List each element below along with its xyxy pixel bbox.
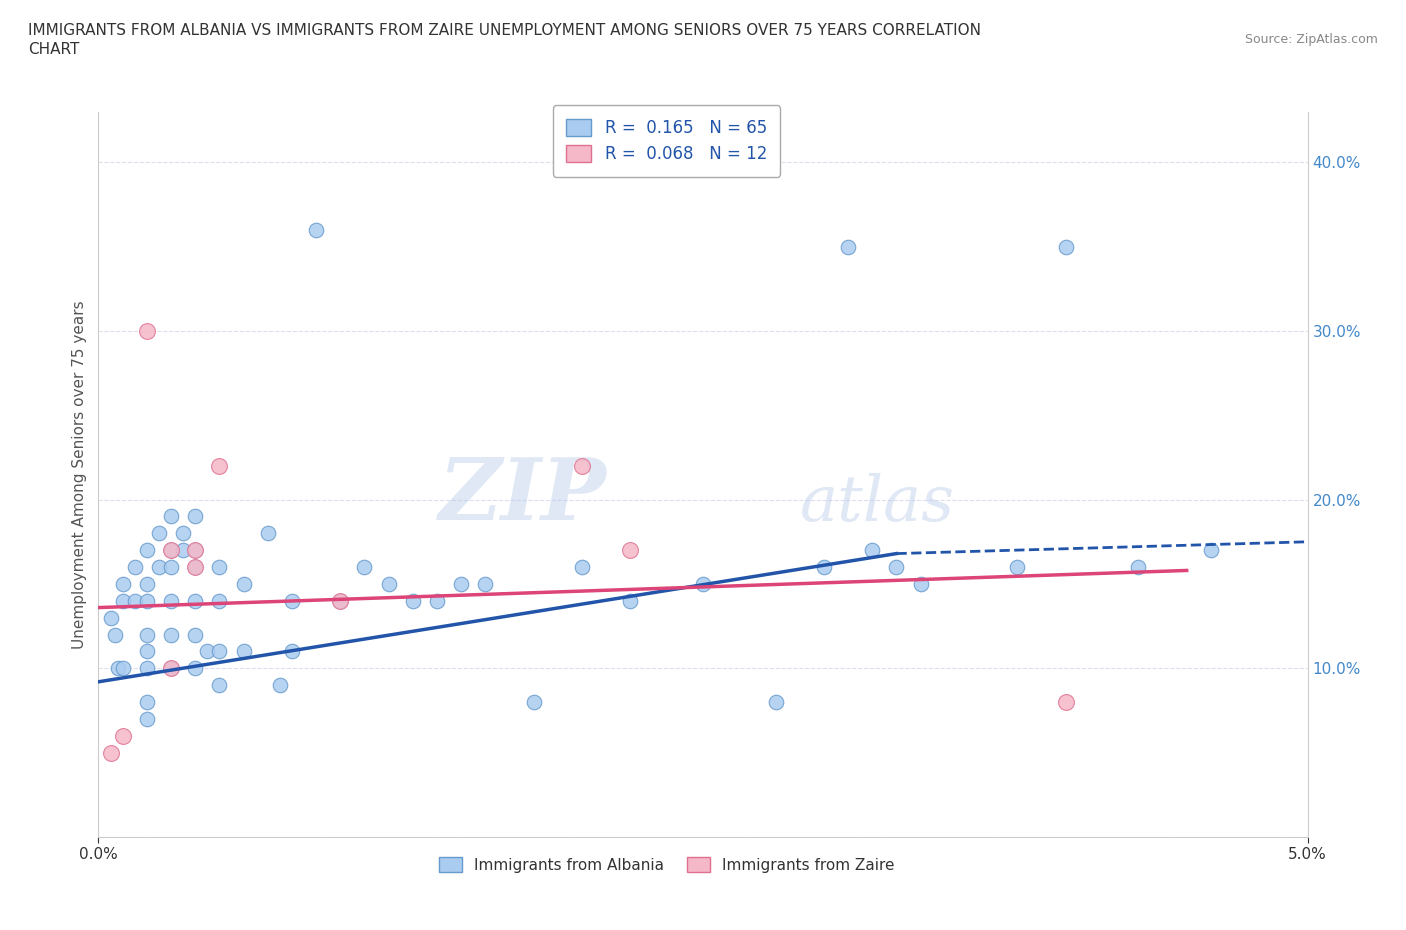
- Point: [402, 593, 425, 608]
- Point: [837, 239, 859, 254]
- Point: [860, 543, 883, 558]
- Point: [184, 661, 207, 676]
- Point: [474, 577, 496, 591]
- Point: [160, 593, 183, 608]
- Point: [1054, 239, 1077, 254]
- Point: [184, 560, 207, 575]
- Point: [107, 661, 129, 676]
- Point: [160, 543, 183, 558]
- Text: Source: ZipAtlas.com: Source: ZipAtlas.com: [1244, 33, 1378, 46]
- Point: [148, 560, 170, 575]
- Point: [135, 324, 157, 339]
- Point: [111, 593, 134, 608]
- Point: [692, 577, 714, 591]
- Point: [135, 695, 157, 710]
- Point: [1007, 560, 1029, 575]
- Point: [135, 577, 157, 591]
- Point: [1054, 695, 1077, 710]
- Point: [135, 627, 157, 642]
- Point: [208, 593, 231, 608]
- Point: [148, 525, 170, 540]
- Point: [1199, 543, 1222, 558]
- Point: [160, 627, 183, 642]
- Point: [195, 644, 218, 658]
- Point: [135, 543, 157, 558]
- Point: [208, 458, 231, 473]
- Point: [377, 577, 399, 591]
- Point: [100, 745, 122, 760]
- Point: [1128, 560, 1150, 575]
- Point: [160, 560, 183, 575]
- Legend: Immigrants from Albania, Immigrants from Zaire: Immigrants from Albania, Immigrants from…: [432, 849, 903, 880]
- Point: [124, 593, 146, 608]
- Point: [329, 593, 352, 608]
- Point: [256, 525, 278, 540]
- Point: [232, 644, 254, 658]
- Point: [619, 543, 641, 558]
- Point: [160, 543, 183, 558]
- Point: [135, 661, 157, 676]
- Point: [184, 543, 207, 558]
- Point: [104, 627, 127, 642]
- Point: [571, 458, 593, 473]
- Point: [135, 593, 157, 608]
- Point: [160, 509, 183, 524]
- Point: [281, 593, 304, 608]
- Point: [208, 678, 231, 693]
- Text: IMMIGRANTS FROM ALBANIA VS IMMIGRANTS FROM ZAIRE UNEMPLOYMENT AMONG SENIORS OVER: IMMIGRANTS FROM ALBANIA VS IMMIGRANTS FR…: [28, 23, 981, 38]
- Text: CHART: CHART: [28, 42, 80, 57]
- Point: [208, 644, 231, 658]
- Point: [184, 627, 207, 642]
- Point: [269, 678, 291, 693]
- Point: [124, 560, 146, 575]
- Point: [184, 509, 207, 524]
- Text: ZIP: ZIP: [439, 455, 606, 538]
- Point: [135, 644, 157, 658]
- Point: [329, 593, 352, 608]
- Point: [184, 593, 207, 608]
- Point: [523, 695, 546, 710]
- Point: [305, 222, 328, 237]
- Y-axis label: Unemployment Among Seniors over 75 years: Unemployment Among Seniors over 75 years: [72, 300, 87, 648]
- Point: [111, 728, 134, 743]
- Point: [886, 560, 908, 575]
- Point: [813, 560, 835, 575]
- Point: [111, 577, 134, 591]
- Point: [160, 661, 183, 676]
- Point: [111, 661, 134, 676]
- Point: [353, 560, 375, 575]
- Point: [172, 525, 194, 540]
- Point: [232, 577, 254, 591]
- Point: [281, 644, 304, 658]
- Point: [619, 593, 641, 608]
- Point: [160, 661, 183, 676]
- Point: [135, 711, 157, 726]
- Point: [426, 593, 449, 608]
- Point: [450, 577, 472, 591]
- Point: [765, 695, 787, 710]
- Point: [208, 560, 231, 575]
- Point: [184, 560, 207, 575]
- Point: [100, 610, 122, 625]
- Point: [184, 543, 207, 558]
- Text: atlas: atlas: [800, 472, 955, 534]
- Point: [172, 543, 194, 558]
- Point: [910, 577, 932, 591]
- Point: [571, 560, 593, 575]
